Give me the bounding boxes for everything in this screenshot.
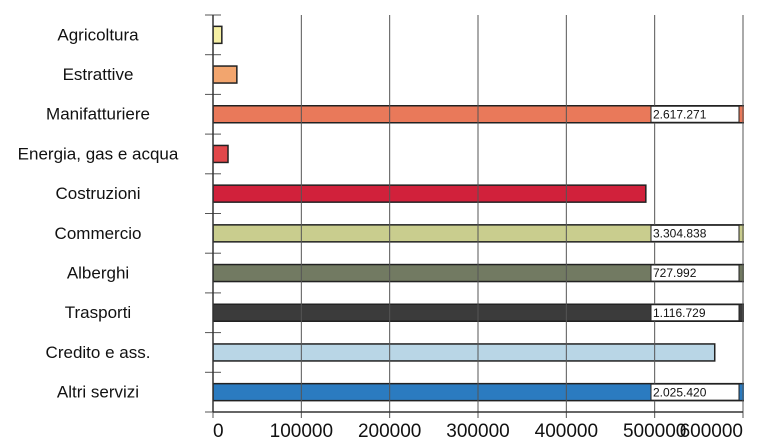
y-tick-label: Credito e ass. (46, 343, 151, 362)
plot-area (213, 25, 744, 402)
y-tick-label: Altri servizi (57, 383, 139, 402)
x-tick-label: 300000 (446, 421, 509, 442)
bar (213, 25, 223, 45)
value-label-box (650, 105, 740, 123)
y-tick-label: Agricoltura (57, 25, 139, 44)
bar (213, 65, 238, 84)
y-tick-label: Costruzioni (55, 184, 140, 203)
y-tick-label: Energia, gas e acqua (18, 144, 179, 163)
value-label-box (650, 304, 740, 322)
y-tick-label: Alberghi (67, 264, 129, 283)
value-label: 2.617.271 (653, 107, 707, 121)
value-label: 1.116.729 (653, 306, 706, 320)
x-tick-label: 400000 (535, 421, 598, 442)
value-label: 3.304.838 (653, 227, 707, 241)
value-label: 727.992 (653, 266, 697, 280)
y-tick-label: Commercio (55, 224, 142, 243)
x-tick-label: 200000 (358, 421, 421, 442)
y-tick-label: Estrattive (63, 65, 134, 84)
bar (213, 184, 647, 203)
bar (213, 343, 716, 362)
y-tick-label: Trasporti (65, 303, 131, 322)
value-label-box (650, 224, 740, 242)
x-tick-label: 0 (213, 421, 224, 442)
value-label-box (650, 383, 740, 401)
x-tick-label: 600000 (680, 421, 743, 442)
x-tick-label: 500000 (623, 421, 686, 442)
x-tick-label: 100000 (270, 421, 333, 442)
value-label-box (650, 264, 740, 282)
bar (213, 144, 229, 164)
value-label: 2.025.420 (653, 385, 707, 399)
y-tick-label: Manifatturiere (46, 105, 150, 124)
